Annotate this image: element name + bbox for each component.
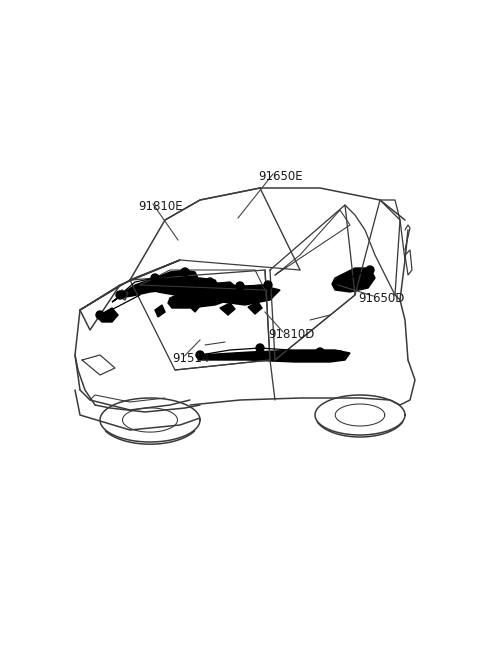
Polygon shape	[188, 300, 200, 312]
Polygon shape	[198, 350, 350, 362]
Polygon shape	[220, 303, 235, 315]
Polygon shape	[112, 270, 200, 302]
Circle shape	[206, 278, 214, 286]
Polygon shape	[332, 268, 375, 292]
Circle shape	[236, 282, 244, 290]
Polygon shape	[155, 305, 165, 317]
Circle shape	[316, 348, 324, 356]
Text: 91650E: 91650E	[258, 170, 302, 183]
Polygon shape	[152, 278, 220, 298]
Polygon shape	[117, 290, 128, 300]
Circle shape	[336, 351, 344, 359]
Circle shape	[256, 344, 264, 352]
Circle shape	[96, 311, 104, 319]
Polygon shape	[98, 308, 118, 322]
Circle shape	[181, 268, 189, 276]
Circle shape	[366, 266, 374, 274]
Text: 91810D: 91810D	[268, 328, 314, 341]
Polygon shape	[215, 285, 280, 305]
Circle shape	[196, 351, 204, 359]
Polygon shape	[248, 302, 262, 314]
Text: 91810E: 91810E	[138, 200, 182, 213]
Text: 91514: 91514	[172, 352, 209, 365]
Text: 91650D: 91650D	[358, 292, 404, 305]
Polygon shape	[168, 282, 240, 308]
Circle shape	[116, 291, 124, 299]
Circle shape	[151, 274, 159, 282]
Circle shape	[264, 281, 272, 289]
